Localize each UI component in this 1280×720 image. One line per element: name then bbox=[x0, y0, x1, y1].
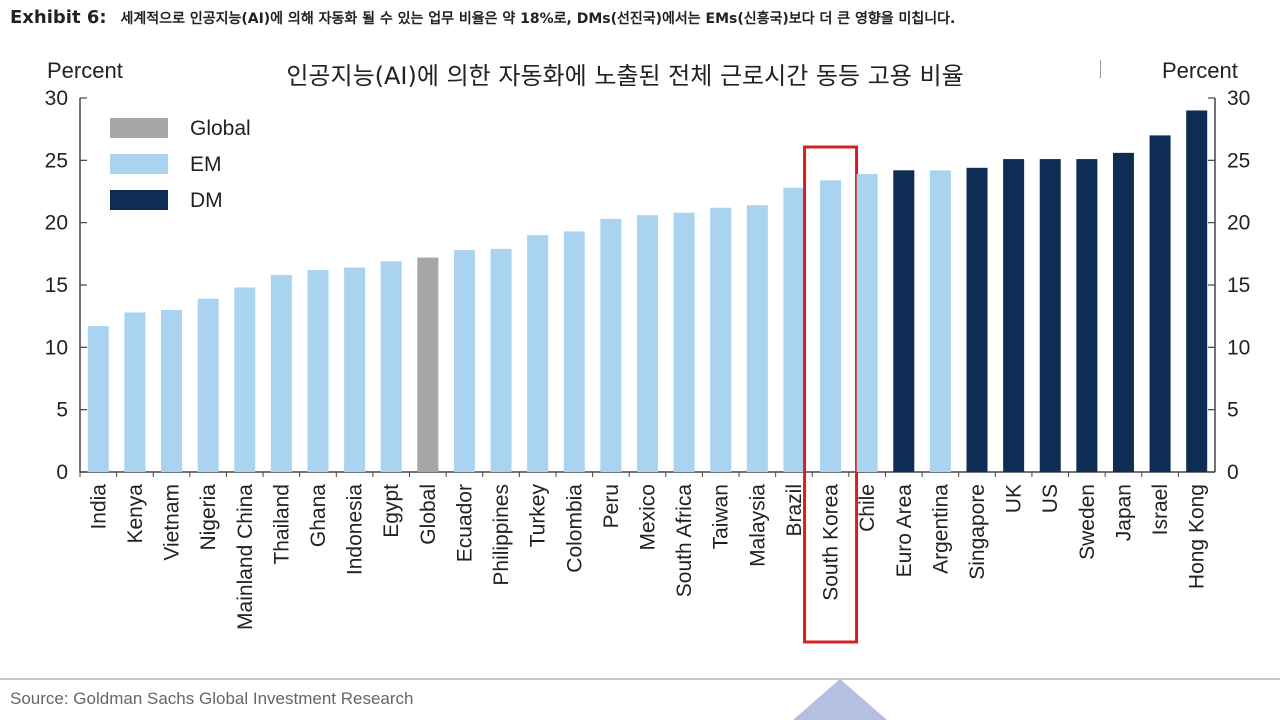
bar-euro-area bbox=[893, 170, 915, 472]
chart-title: 인공지능(AI)에 의한 자동화에 노출된 전체 근로시간 동등 고용 비율 bbox=[286, 62, 964, 90]
y-axis-unit-left: Percent bbox=[47, 58, 123, 83]
bar-ecuador bbox=[453, 250, 475, 472]
bar-colombia bbox=[563, 231, 585, 472]
bar-nigeria bbox=[197, 298, 219, 472]
exhibit-label: Exhibit 6: bbox=[10, 7, 107, 28]
bar-uk bbox=[1003, 159, 1025, 472]
y-tick-label-left: 5 bbox=[56, 399, 68, 422]
x-tick-label: Kenya bbox=[124, 484, 147, 544]
bar-egypt bbox=[380, 261, 402, 472]
bar-us bbox=[1039, 159, 1061, 472]
x-tick-label: Taiwan bbox=[710, 484, 733, 549]
bar-taiwan bbox=[710, 207, 732, 472]
x-tick-label: Malaysia bbox=[746, 484, 769, 567]
x-tick-label: Indonesia bbox=[344, 484, 367, 575]
x-tick-label: Israel bbox=[1149, 484, 1172, 535]
x-tick-label: Sweden bbox=[1076, 484, 1099, 560]
y-tick-label-left: 15 bbox=[45, 274, 68, 297]
bar-peru bbox=[600, 218, 622, 472]
bar-chart: 0 0 5 5 10 10 15 15 20 20 25 25 30 30 India Kenya Vietna… bbox=[45, 87, 1250, 644]
x-tick-label: Japan bbox=[1112, 484, 1135, 541]
x-tick-label: Brazil bbox=[783, 484, 806, 537]
x-tick-label: Ghana bbox=[307, 484, 330, 547]
x-tick-label: Hong Kong bbox=[1186, 484, 1209, 589]
x-tick-label: Peru bbox=[600, 484, 623, 528]
bar-argentina bbox=[929, 170, 951, 472]
x-tick-label: Euro Area bbox=[893, 484, 916, 578]
x-tick-label: Singapore bbox=[966, 484, 989, 580]
exhibit-header: Exhibit 6: 세계적으로 인공지능(AI)에 의해 자동화 될 수 있는 … bbox=[10, 7, 955, 28]
bar-global bbox=[417, 257, 439, 472]
bar-ghana bbox=[307, 270, 329, 472]
x-tick-label: Nigeria bbox=[197, 484, 220, 551]
y-tick-label-left: 20 bbox=[45, 212, 68, 235]
x-tick-label: South Africa bbox=[673, 484, 696, 598]
highlight-box bbox=[803, 145, 859, 644]
x-tick-label: UK bbox=[1003, 484, 1026, 513]
x-tick-label: South Korea bbox=[820, 484, 843, 601]
x-tick-label: Egypt bbox=[380, 484, 403, 538]
x-tick-label: Philippines bbox=[490, 484, 513, 586]
legend-label-dm: DM bbox=[190, 189, 223, 212]
x-tick-label: India bbox=[87, 484, 110, 530]
bar-philippines bbox=[490, 248, 512, 472]
x-tick-label: US bbox=[1039, 484, 1062, 513]
x-tick-label: Mexico bbox=[637, 484, 660, 551]
y-tick-label-right: 15 bbox=[1227, 274, 1250, 297]
x-tick-label: Global bbox=[417, 484, 440, 545]
y-tick-label-left: 0 bbox=[56, 461, 68, 484]
bar-turkey bbox=[527, 235, 549, 472]
bar-kenya bbox=[124, 312, 146, 472]
y-tick-label-right: 0 bbox=[1227, 461, 1239, 484]
bar-hong-kong bbox=[1186, 110, 1208, 472]
bar-japan bbox=[1112, 152, 1134, 472]
bar-thailand bbox=[270, 275, 292, 472]
y-tick-label-right: 20 bbox=[1227, 212, 1250, 235]
y-tick-label-right: 30 bbox=[1227, 87, 1250, 110]
legend-label-em: EM bbox=[190, 153, 222, 176]
x-tick-label: Chile bbox=[856, 484, 879, 532]
y-axis-unit-right: Percent bbox=[1162, 58, 1238, 83]
legend-swatch-global bbox=[110, 118, 168, 138]
separator-mark bbox=[1100, 60, 1101, 78]
legend-swatch-dm bbox=[110, 190, 168, 210]
bar-india bbox=[87, 326, 109, 472]
x-tick-label: Argentina bbox=[929, 484, 952, 574]
x-tick-label: Colombia bbox=[563, 484, 586, 573]
source-note: Source: Goldman Sachs Global Investment … bbox=[10, 689, 414, 708]
bar-indonesia bbox=[344, 267, 366, 472]
source-divider bbox=[0, 678, 1280, 680]
y-tick-label-right: 10 bbox=[1227, 336, 1250, 359]
y-tick-label-left: 25 bbox=[45, 149, 68, 172]
bar-malaysia bbox=[746, 205, 768, 473]
bar-vietnam bbox=[161, 309, 183, 472]
bar-mexico bbox=[637, 215, 658, 473]
x-tick-label: Mainland China bbox=[234, 484, 257, 630]
x-tick-label: Turkey bbox=[527, 484, 550, 548]
x-tick-label: Thailand bbox=[270, 484, 293, 565]
legend-swatch-em bbox=[110, 154, 168, 174]
bar-south-africa bbox=[673, 212, 695, 472]
y-tick-label-left: 30 bbox=[45, 87, 68, 110]
bar-brazil bbox=[783, 187, 805, 472]
legend-label-global: Global bbox=[190, 117, 251, 140]
triangle-decoration bbox=[793, 679, 887, 720]
y-tick-label-left: 10 bbox=[45, 336, 68, 359]
x-tick-label: Ecuador bbox=[453, 484, 476, 562]
bar-mainland-china bbox=[234, 287, 256, 472]
exhibit-text: 세계적으로 인공지능(AI)에 의해 자동화 될 수 있는 업무 비율은 약 1… bbox=[120, 11, 956, 27]
bar-singapore bbox=[966, 167, 988, 472]
bar-israel bbox=[1149, 135, 1171, 472]
bar-chile bbox=[856, 174, 878, 472]
y-tick-label-right: 25 bbox=[1227, 149, 1250, 172]
y-tick-label-right: 5 bbox=[1227, 399, 1239, 422]
bar-south-korea bbox=[820, 180, 842, 472]
x-tick-label: Vietnam bbox=[161, 484, 184, 561]
bar-sweden bbox=[1076, 159, 1098, 472]
